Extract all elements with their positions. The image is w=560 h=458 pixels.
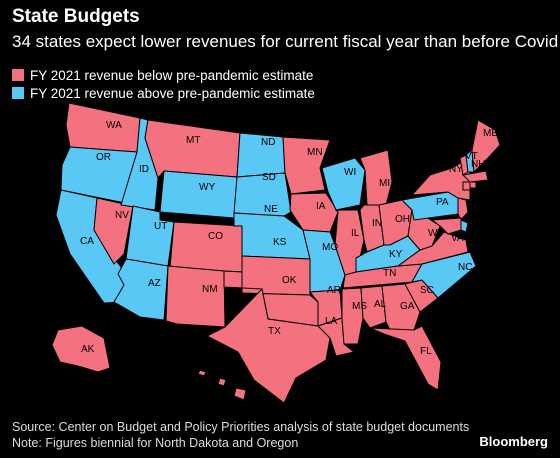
state-label-al: AL [374, 299, 387, 310]
state-label-vt: VT [465, 151, 478, 162]
state-mn [282, 136, 331, 195]
state-label-me: ME [483, 128, 498, 139]
state-me [471, 119, 501, 174]
state-label-mi: MI [379, 178, 390, 189]
state-label-wa: WA [106, 120, 122, 131]
state-mt [144, 119, 241, 180]
state-label-mt: MT [186, 135, 200, 146]
state-label-ky: KY [389, 249, 403, 260]
state-co [169, 221, 243, 273]
state-label-wy: WY [199, 182, 215, 193]
state-az [113, 258, 169, 321]
state-label-tx: TX [268, 326, 281, 337]
state-label-ak: AK [81, 344, 95, 355]
state-ms [341, 287, 364, 345]
legend-item-above: FY 2021 revenue above pre-pandemic estim… [12, 84, 315, 102]
state-label-nc: NC [458, 262, 472, 273]
state-label-ms: MS [352, 301, 367, 312]
state-label-ut: UT [154, 221, 167, 232]
state-label-nh: NH [471, 159, 485, 170]
state-ak [51, 325, 111, 373]
state-al [360, 285, 387, 329]
state-de [460, 219, 469, 233]
legend-item-below: FY 2021 revenue below pre-pandemic estim… [12, 66, 315, 84]
state-label-nm: NM [202, 284, 218, 295]
state-label-nd: ND [261, 137, 275, 148]
state-fl [369, 325, 442, 391]
legend-swatch-below [12, 69, 24, 81]
state-sd [233, 172, 292, 217]
state-mo [302, 229, 346, 293]
state-label-il: IL [351, 228, 360, 239]
chart-subtitle: 34 states expect lower revenues for curr… [12, 32, 559, 51]
state-label-ne: NE [264, 204, 278, 215]
state-label-co: CO [208, 231, 223, 242]
state-label-mo: MO [322, 242, 338, 253]
state-label-ca: CA [80, 236, 94, 247]
source-note: Source: Center on Budget and Policy Prio… [12, 420, 470, 434]
state-wi [321, 157, 366, 211]
state-label-ok: OK [282, 275, 297, 286]
state-hi-part [217, 377, 227, 387]
state-wa [65, 102, 141, 153]
us-map: WA OR CA NV ID MT WY UT AZ CO NM ND SD NE KS OK TX MN IA MO… [51, 102, 501, 404]
footnote: Note: Figures biennial for North Dakota … [12, 436, 299, 450]
state-label-ga: GA [400, 301, 415, 312]
state-label-wv: WV [428, 228, 444, 239]
state-wy [159, 170, 238, 219]
state-hi-part [233, 387, 247, 401]
legend-swatch-above [12, 87, 24, 99]
state-label-ny: NY [449, 164, 463, 175]
state-hi [197, 369, 207, 377]
state-label-fl: FL [420, 346, 432, 357]
state-label-oh: OH [395, 214, 410, 225]
state-label-va: VA [451, 233, 464, 244]
legend-label-below: FY 2021 revenue below pre-pandemic estim… [30, 67, 314, 83]
legend: FY 2021 revenue below pre-pandemic estim… [12, 66, 315, 102]
state-label-ia: IA [316, 201, 326, 212]
state-ut [125, 205, 175, 267]
state-ma [461, 170, 489, 183]
chart-title: State Budgets [12, 6, 140, 27]
state-label-pa: PA [436, 197, 449, 208]
state-ct [462, 181, 471, 191]
state-label-nv: NV [115, 210, 129, 221]
state-label-sc: SC [420, 285, 434, 296]
state-label-az: AZ [148, 278, 161, 289]
state-label-ks: KS [273, 237, 287, 248]
bloomberg-logo: Bloomberg [479, 434, 548, 449]
state-label-in: IN [372, 218, 382, 229]
state-label-wi: WI [344, 167, 356, 178]
state-label-ar: AR [327, 285, 341, 296]
state-ri [469, 181, 477, 189]
state-tx [205, 287, 331, 404]
state-nj [457, 197, 469, 221]
legend-label-above: FY 2021 revenue above pre-pandemic estim… [30, 85, 315, 101]
state-label-mn: MN [307, 147, 323, 158]
state-nm [165, 265, 226, 328]
state-label-id: ID [139, 164, 149, 175]
footer: Source: Center on Budget and Policy Prio… [12, 419, 469, 451]
state-label-la: LA [325, 316, 338, 327]
state-md [430, 217, 462, 235]
state-label-or: OR [96, 152, 111, 163]
state-label-sd: SD [262, 172, 276, 183]
state-label-tn: TN [383, 268, 396, 279]
